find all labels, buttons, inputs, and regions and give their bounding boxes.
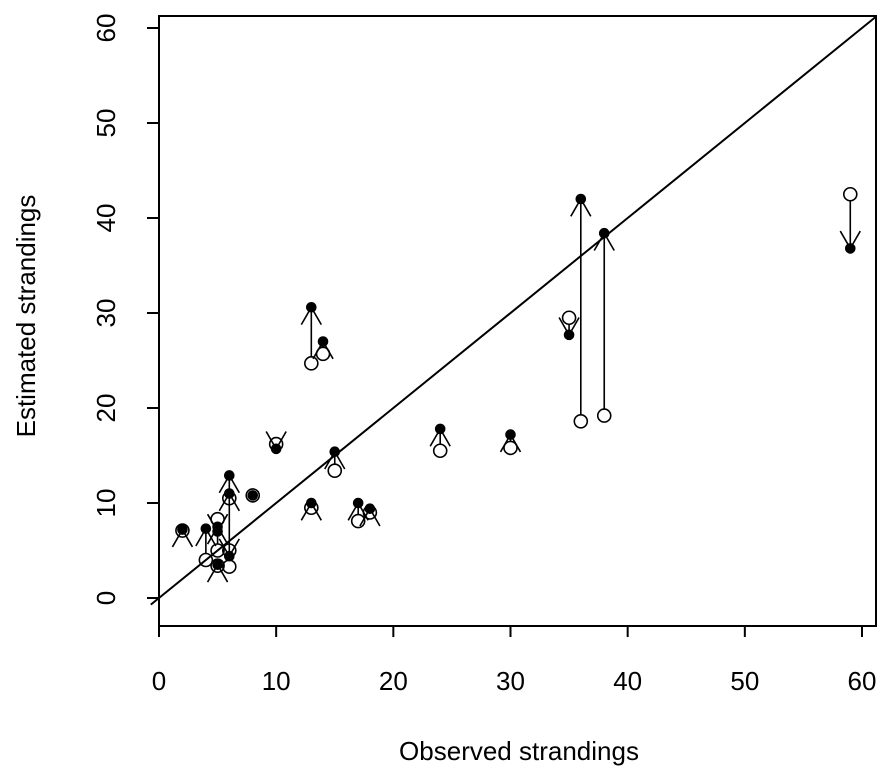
filled-point xyxy=(224,470,235,481)
x-axis-title: Observed strandings xyxy=(399,736,639,766)
open-point xyxy=(222,559,237,574)
filled-point xyxy=(306,497,317,509)
open-point xyxy=(573,413,589,429)
open-point xyxy=(327,463,343,479)
filled-point xyxy=(598,227,610,239)
arrows-layer xyxy=(171,197,861,583)
x-tick-label: 60 xyxy=(848,666,877,696)
open-point xyxy=(561,310,577,326)
filled-point xyxy=(224,488,235,499)
filled-point xyxy=(434,423,446,435)
filled-point xyxy=(329,446,341,458)
filled-point xyxy=(212,559,223,571)
open-point xyxy=(210,543,225,558)
arrow xyxy=(593,231,615,410)
x-tick-label: 0 xyxy=(152,666,166,696)
plot-area xyxy=(158,15,877,627)
y-tick-label: 60 xyxy=(91,14,121,43)
open-point xyxy=(304,356,319,371)
filled-point xyxy=(177,524,188,535)
open-point xyxy=(210,558,225,574)
x-tick-label: 50 xyxy=(730,666,759,696)
y-tick-label: 20 xyxy=(91,394,121,423)
y-tick-label: 0 xyxy=(91,591,121,605)
filled-point xyxy=(352,497,364,509)
x-tick-label: 40 xyxy=(613,666,642,696)
x-tick-label: 10 xyxy=(262,666,291,696)
identity-line xyxy=(150,15,877,606)
x-tick-label: 20 xyxy=(379,666,408,696)
y-tick-label: 40 xyxy=(91,204,121,233)
filled-point xyxy=(247,490,259,501)
open-point xyxy=(503,440,518,456)
points-layer xyxy=(175,186,858,574)
open-point xyxy=(198,552,214,568)
open-point xyxy=(315,346,331,362)
arrow xyxy=(839,200,861,250)
filled-point xyxy=(270,443,282,455)
open-point xyxy=(350,513,366,529)
x-axis: 0 10 20 30 40 50 60 xyxy=(152,625,877,696)
filled-point xyxy=(212,521,223,533)
arrow xyxy=(570,197,592,415)
open-point xyxy=(432,443,448,459)
open-point xyxy=(596,408,612,423)
open-point xyxy=(175,523,190,538)
filled-point xyxy=(575,193,587,205)
x-tick-label: 30 xyxy=(496,666,525,696)
filled-point xyxy=(306,302,317,313)
y-tick-label: 30 xyxy=(91,299,121,328)
filled-point xyxy=(563,329,575,341)
filled-point xyxy=(364,503,376,515)
open-point xyxy=(842,186,858,202)
filled-point xyxy=(224,550,235,562)
open-point xyxy=(245,488,261,503)
filled-point xyxy=(317,336,329,347)
y-axis-title: Estimated strandings xyxy=(11,195,41,438)
y-tick-label: 10 xyxy=(91,489,121,518)
filled-point xyxy=(505,429,516,440)
y-axis: 0 10 20 30 40 50 60 xyxy=(91,14,160,605)
filled-point xyxy=(844,243,856,254)
y-tick-label: 50 xyxy=(91,109,121,138)
filled-point xyxy=(200,523,212,534)
